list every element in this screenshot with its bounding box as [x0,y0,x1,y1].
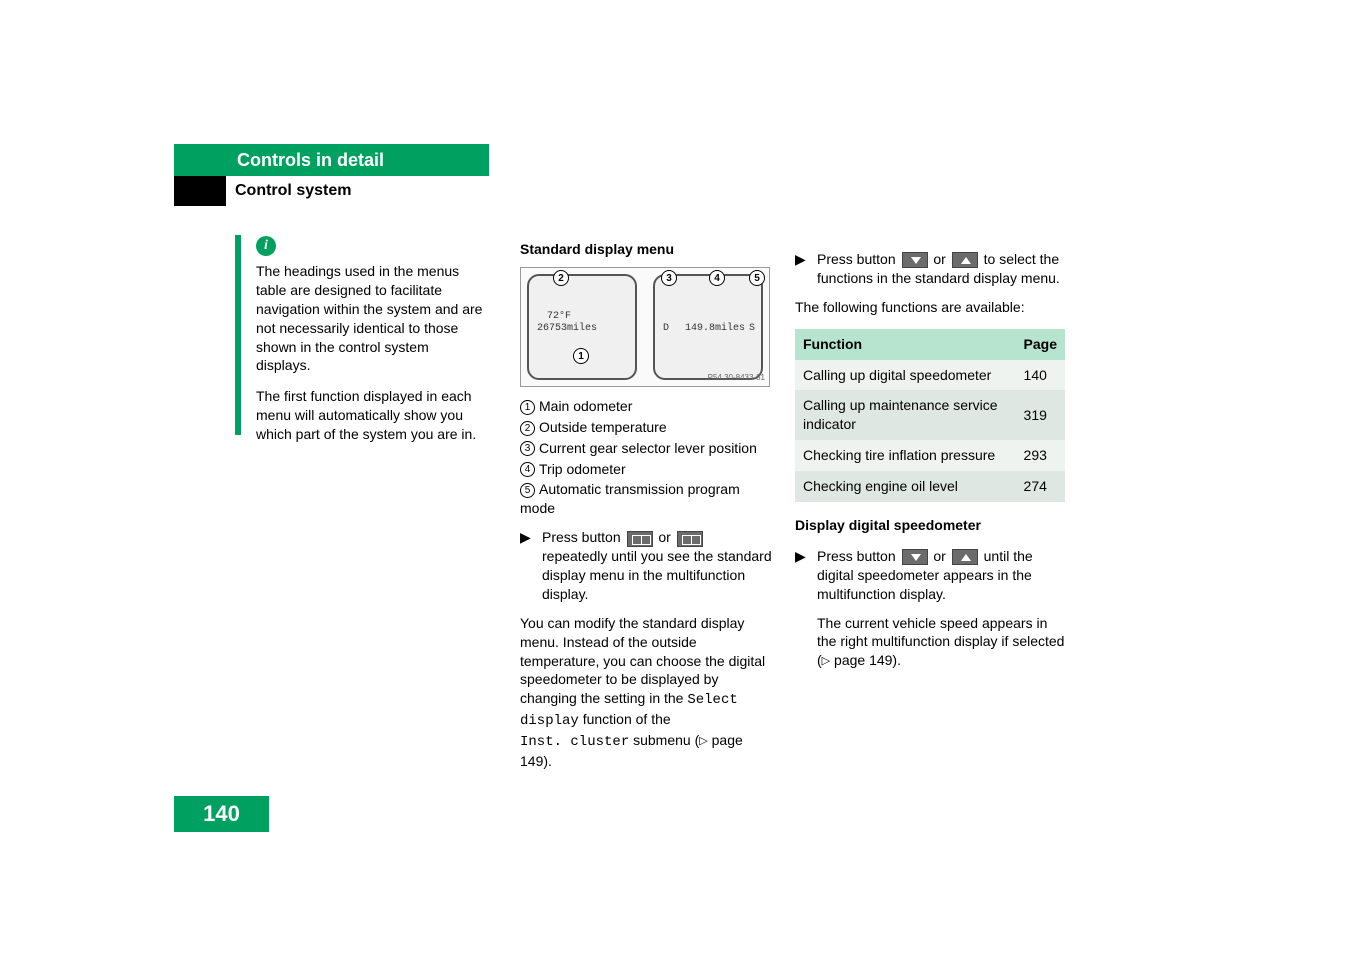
cell-function: Calling up maintenance service indicator [795,390,1016,440]
mono-inst-cluster: Inst. cluster [520,734,629,750]
legend-num-5: 5 [520,483,535,498]
table-row: Calling up maintenance service indicator… [795,390,1065,440]
table-row: Checking tire inflation pressure 293 [795,440,1065,471]
step-press-page-buttons: ▶ Press button or repeatedly until you s… [520,528,772,604]
step-arrow-icon: ▶ [795,250,813,288]
available-functions-text: The following functions are available: [795,298,1065,317]
callout-4: 4 [709,270,725,286]
standard-display-heading: Standard display menu [520,240,772,259]
instrument-display-figure: 72°F 26753miles D 149.8miles S 2 3 4 5 1… [520,267,770,387]
disp-gear: D [663,322,669,336]
legend-2: 2Outside temperature [520,418,772,437]
section-title: Control system [235,182,351,200]
step-arrow-icon: ▶ [520,528,538,604]
cell-page: 274 [1016,471,1065,502]
page-ref-icon: ▷ [699,735,707,747]
modify-paragraph: You can modify the standard display menu… [520,614,772,771]
figure-code: P54.30-8433-31 [708,373,765,384]
up-button-icon [952,549,978,565]
column-3: ▶ Press button or to select the function… [795,240,1065,670]
legend-num-3: 3 [520,441,535,456]
legend-3: 3Current gear selector lever position [520,439,772,458]
page-next-button-icon [677,531,703,547]
left-lcd: 72°F 26753miles [527,274,637,380]
down-button-icon [902,252,928,268]
table-row: Calling up digital speedometer 140 [795,360,1065,391]
table-header-row: Function Page [795,329,1065,360]
callout-1: 1 [573,348,589,364]
functions-table: Function Page Calling up digital speedom… [795,329,1065,502]
legend-5: 5Automatic transmission program mode [520,480,772,518]
cell-function: Calling up digital speedometer [795,360,1016,391]
info-paragraph-2: The first function displayed in each men… [256,387,486,444]
cell-page: 140 [1016,360,1065,391]
manual-page: Controls in detail Control system 140 i … [0,0,1351,954]
down-button-icon [902,549,928,565]
callout-5: 5 [749,270,765,286]
chapter-title: Controls in detail [237,150,384,170]
digital-speedo-heading: Display digital speedometer [795,516,1065,535]
info-accent-bar [235,235,241,435]
cell-page: 293 [1016,440,1065,471]
th-function: Function [795,329,1016,360]
page-ref-icon: ▷ [822,655,830,667]
page-prev-button-icon [627,531,653,547]
callout-3: 3 [661,270,677,286]
right-lcd: D 149.8miles S [653,274,763,380]
legend-num-2: 2 [520,421,535,436]
th-page: Page [1016,329,1065,360]
legend-4: 4Trip odometer [520,460,772,479]
cell-page: 319 [1016,390,1065,440]
step-body: Press button or to select the functions … [813,250,1065,288]
legend-num-4: 4 [520,462,535,477]
step-body: Press button or until the digital speedo… [813,547,1065,604]
legend-num-1: 1 [520,400,535,415]
disp-trip: 149.8miles [685,322,745,336]
step-body: Press button or repeatedly until you see… [538,528,772,604]
up-button-icon [952,252,978,268]
page-number-badge: 140 [174,796,269,832]
column-2: Standard display menu 72°F 26753miles D … [520,240,772,783]
step-press-until-speedo: ▶ Press button or until the digital spee… [795,547,1065,604]
table-row: Checking engine oil level 274 [795,471,1065,502]
thumb-tab [174,176,226,206]
cell-function: Checking engine oil level [795,471,1016,502]
cell-function: Checking tire inflation pressure [795,440,1016,471]
step-arrow-icon: ▶ [795,547,813,604]
info-icon: i [256,236,276,256]
disp-odo: 26753miles [537,322,597,336]
disp-mode: S [749,322,755,336]
page-number: 140 [203,801,240,826]
column-1: i The headings used in the menus table a… [256,235,486,456]
legend-1: 1Main odometer [520,397,772,416]
step-press-arrow-buttons: ▶ Press button or to select the function… [795,250,1065,288]
chapter-bar: Controls in detail [174,144,489,176]
callout-2: 2 [553,270,569,286]
speed-note: The current vehicle speed appears in the… [795,614,1065,671]
info-paragraph-1: The headings used in the menus table are… [256,262,486,375]
